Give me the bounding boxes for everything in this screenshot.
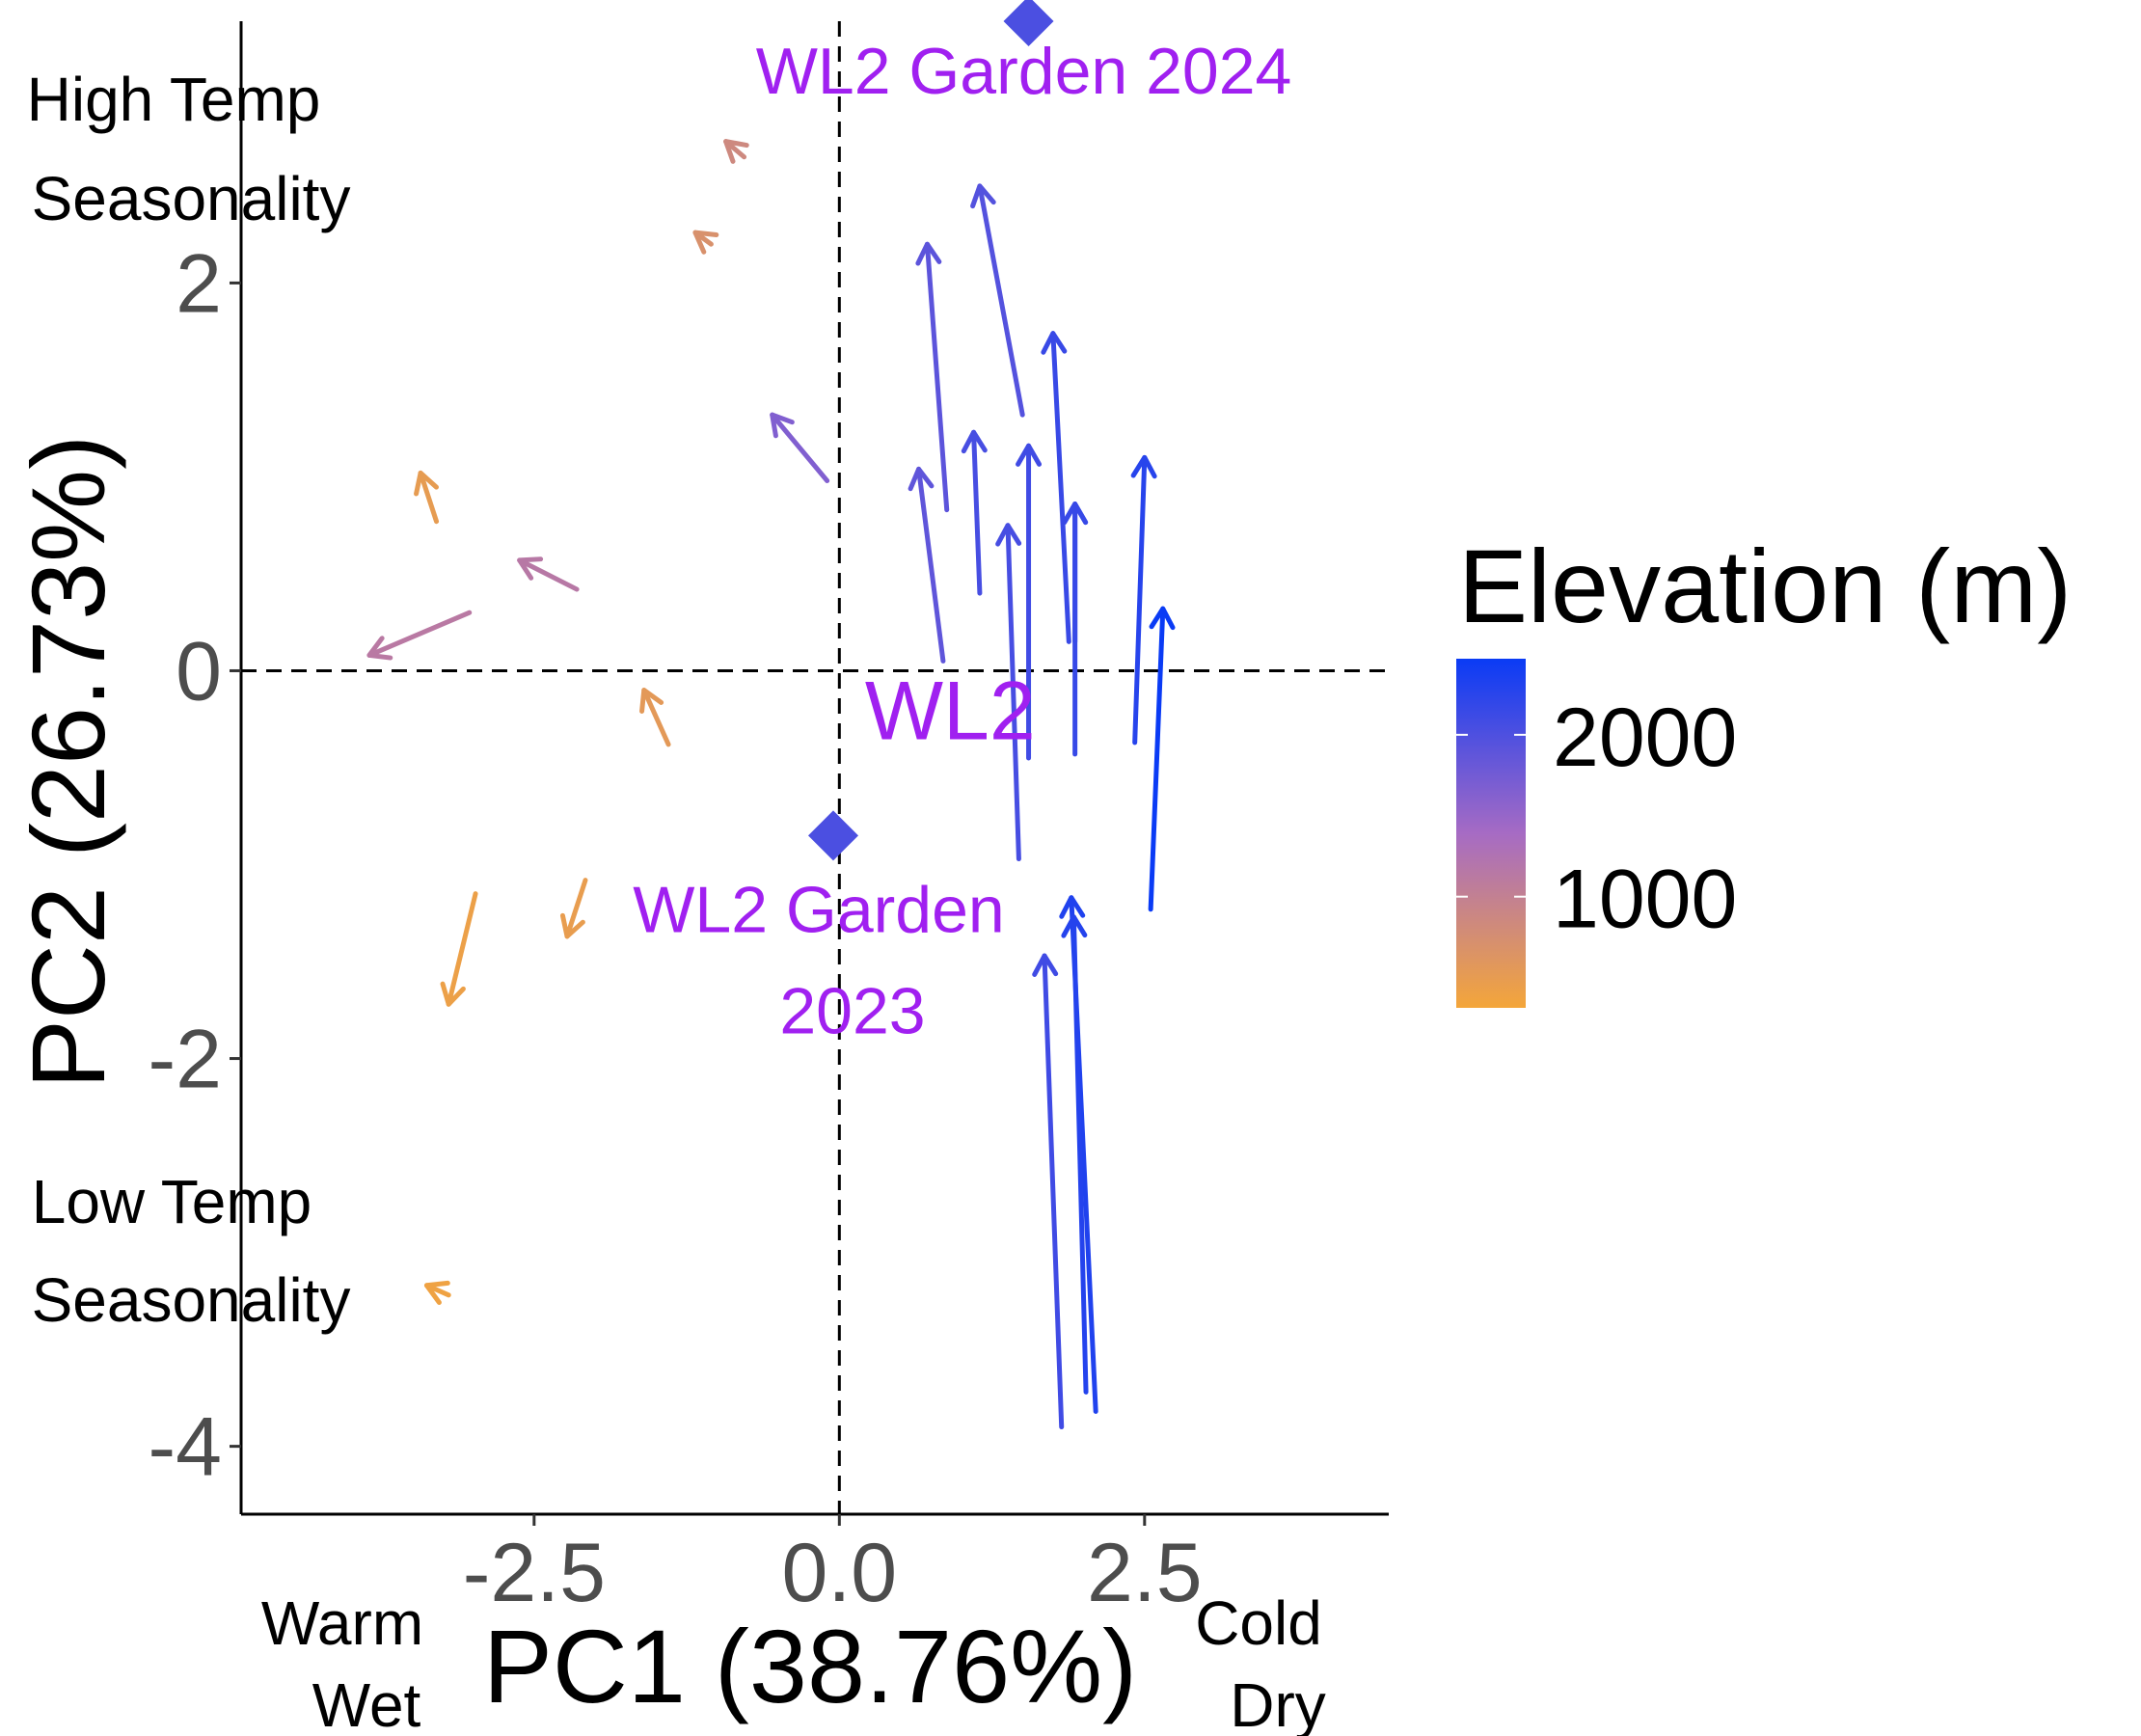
site-arrow [1041, 331, 1071, 644]
x-axis-title: PC1 (38.76%) [483, 1608, 1137, 1724]
x-tick-label: 0.0 [782, 1527, 898, 1619]
site-arrow [1148, 606, 1176, 912]
arrow-shaft [977, 183, 1025, 418]
y-tick-label: 2 [176, 237, 222, 330]
garden-label: WL2 Garden 2024 [756, 35, 1292, 108]
arrow-head [414, 470, 439, 497]
arrow-head [639, 688, 664, 714]
garden-label-line2: 2023 [779, 974, 925, 1047]
arrow-shaft [1050, 331, 1071, 644]
arrow-head [915, 241, 942, 266]
arrow-head [517, 556, 544, 581]
ticks-layer: -2.5 0.0 2.5 -4 -2 0 2 [149, 237, 1203, 1619]
arrow-head [908, 466, 935, 492]
arrow-shaft [1148, 606, 1166, 912]
arrow-shaft [770, 412, 830, 483]
colorbar-tick-label: 1000 [1553, 854, 1737, 946]
arrow-head [692, 230, 719, 255]
site-arrow [559, 878, 588, 939]
x-low-label-line2: Wet [312, 1670, 421, 1736]
arrow-head [1130, 454, 1157, 479]
site-arrow [440, 891, 478, 1007]
garden-point [807, 810, 858, 861]
colorbar-ticks: 2000 1000 [1456, 692, 1737, 946]
arrow-shaft [971, 429, 983, 596]
arrow-head [559, 912, 585, 939]
garden-points-layer: WL2 Garden 2024 WL2 Garden 2023 WL2 [633, 0, 1291, 1047]
site-arrow [639, 688, 671, 747]
x-tick-label: 2.5 [1087, 1527, 1203, 1619]
site-arrow [1062, 502, 1089, 757]
arrow-head [440, 981, 466, 1007]
arrow-head [1016, 443, 1043, 467]
y-axis-title: PC2 (26.73%) [10, 435, 126, 1089]
arrow-shaft [924, 241, 950, 513]
elevation-legend: Elevation (m) 2000 1000 [1456, 528, 2072, 1008]
colorbar-tick-label: 2000 [1553, 692, 1737, 784]
site-arrow [961, 429, 988, 596]
arrow-head [970, 183, 996, 209]
arrow-shaft [916, 466, 946, 664]
y-tick-label: -2 [149, 1014, 222, 1106]
arrow-head [995, 523, 1022, 547]
site-arrow [723, 139, 749, 164]
site-arrow [1130, 454, 1157, 746]
arrow-shaft [418, 470, 440, 525]
colorbar [1456, 659, 1526, 1008]
x-high-label-line2: Dry [1230, 1670, 1326, 1736]
arrow-head [1061, 914, 1088, 938]
arrow-head [1059, 895, 1086, 919]
y-low-label-line1: Low Temp [32, 1167, 312, 1236]
arrow-head [423, 1280, 450, 1306]
site-label: WL2 [865, 665, 1036, 758]
arrow-shaft [366, 610, 473, 658]
arrow-shaft [1070, 914, 1089, 1395]
site-arrow [908, 466, 946, 664]
arrow-head [770, 412, 795, 439]
arrow-head [1032, 953, 1059, 977]
y-low-label-line2: Seasonality [32, 1265, 351, 1335]
arrow-shaft [517, 557, 580, 592]
arrow-head [1149, 606, 1176, 631]
site-arrow [995, 523, 1022, 861]
site-arrow [1016, 443, 1043, 761]
y-tick-label: -4 [149, 1401, 222, 1494]
arrow-head [1062, 502, 1089, 526]
site-arrow [970, 183, 1025, 418]
arrow-shaft [564, 878, 588, 939]
arrow-head [961, 429, 988, 454]
garden-point [1003, 0, 1054, 46]
x-tick-label: -2.5 [463, 1527, 606, 1619]
arrow-shaft [446, 891, 478, 1007]
arrow-shaft [641, 688, 671, 747]
arrow-shaft [1005, 523, 1021, 861]
arrow-shaft [1132, 454, 1148, 746]
arrow-shaft [1042, 953, 1065, 1430]
arrow-head [366, 636, 393, 661]
site-arrow [1061, 914, 1089, 1395]
legend-title: Elevation (m) [1458, 528, 2072, 644]
site-arrow [770, 412, 830, 483]
site-arrow [423, 1280, 451, 1306]
site-arrow [692, 230, 719, 255]
y-high-label-line2: Seasonality [32, 164, 351, 233]
garden-label: WL2 Garden [633, 873, 1005, 946]
arrow-head [1041, 331, 1068, 355]
site-arrow [517, 556, 580, 592]
x-low-label-line1: Warm [261, 1588, 423, 1658]
site-arrow [414, 470, 440, 525]
site-arrow [1032, 953, 1065, 1430]
site-arrow [366, 610, 473, 661]
y-tick-label: 0 [176, 625, 222, 718]
y-high-label-line1: High Temp [27, 65, 321, 134]
site-arrow [915, 241, 950, 513]
x-high-label-line1: Cold [1195, 1588, 1322, 1658]
arrows-layer [366, 139, 1176, 1430]
arrow-head [723, 139, 749, 164]
